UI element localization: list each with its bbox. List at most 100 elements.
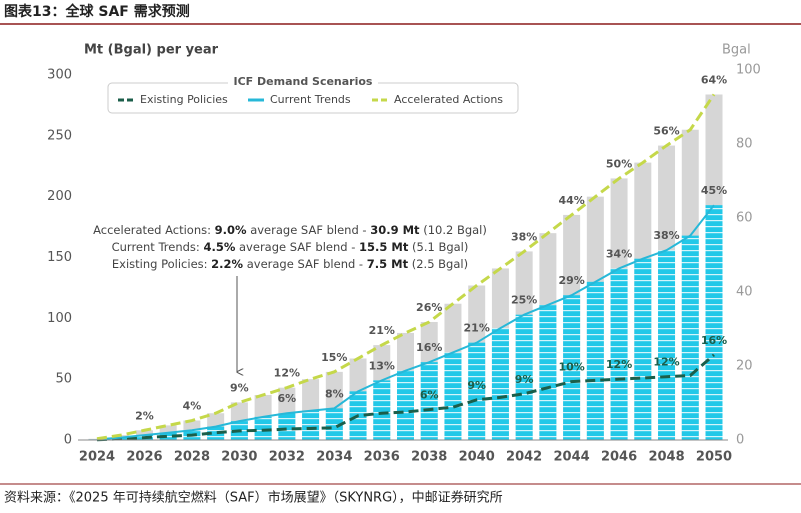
page-title: 图表13：全球 SAF 需求预测	[4, 3, 190, 20]
share-label: 64%	[701, 73, 727, 86]
y-tick-label: 150	[47, 250, 72, 265]
annotation-part: Current Trends:	[112, 240, 204, 254]
y2-tick-label: 0	[736, 433, 744, 448]
x-tick-label: 2046	[601, 450, 637, 465]
annotation: Accelerated Actions: 9.0% average SAF bl…	[93, 223, 487, 271]
legend: Existing Policies Current Trends Accelerat…	[118, 93, 503, 106]
legend-label: Accelerated Actions	[394, 93, 503, 106]
lines: 6% 9% 9% 10% 12% 12% 16% 6% 8% 13% 16% 21% 25% 29% 34%…	[96, 73, 727, 442]
annotation-line: Current Trends: 4.5% average SAF blend -…	[112, 240, 469, 254]
y-axis-title: Mt (Bgal) per year	[84, 43, 219, 58]
annotation-part: 7.5 Mt	[367, 257, 409, 271]
share-label: 6%	[420, 389, 439, 402]
annotation-part: (5.1 Bgal)	[408, 240, 468, 254]
x-tick-label: 2034	[316, 450, 352, 465]
share-label: 26%	[416, 301, 442, 314]
share-label: 16%	[701, 334, 727, 347]
bar	[681, 235, 699, 440]
x-tick-label: 2050	[696, 450, 732, 465]
y-tick-label: 50	[55, 372, 72, 387]
share-label: 25%	[511, 294, 537, 307]
y2-tick-label: 60	[736, 211, 753, 226]
annotation-part: 4.5%	[203, 240, 235, 254]
bar	[610, 268, 628, 440]
share-label: 13%	[369, 359, 395, 372]
x-tick-label: 2026	[126, 450, 162, 465]
annotation-part: (2.5 Bgal)	[408, 257, 468, 271]
series-line	[96, 204, 715, 441]
share-label: 38%	[653, 229, 679, 242]
source-note: 资料来源：《2025 年可持续航空燃料（SAF）市场展望》（SKYNRG），中邮…	[4, 490, 503, 506]
bar	[397, 370, 414, 440]
y-tick-label: 300	[47, 68, 72, 83]
share-label: 12%	[653, 356, 679, 369]
y2-tick-label: 80	[736, 137, 753, 152]
bar	[159, 432, 177, 440]
x-tick-label: 2042	[506, 450, 542, 465]
y-tick-label: 200	[47, 189, 72, 204]
share-label: 21%	[464, 322, 490, 335]
share-label: 56%	[653, 125, 679, 138]
annotation-part: Accelerated Actions:	[93, 223, 215, 237]
annotation-part: average SAF blend -	[247, 223, 371, 237]
x-tick-label: 2032	[269, 450, 305, 465]
x-tick-label: 2044	[554, 450, 590, 465]
x-tick-label: 2036	[364, 450, 400, 465]
share-label: 2%	[135, 409, 154, 422]
share-label: 8%	[325, 387, 344, 400]
bar	[420, 362, 438, 440]
annotation-part: (10.2 Bgal)	[420, 223, 487, 237]
share-label: 44%	[558, 194, 584, 207]
legend-title-bg	[228, 75, 378, 89]
annotation-line: Existing Policies: 2.2% average SAF blen…	[112, 257, 468, 271]
annotation-part: 9.0%	[215, 223, 247, 237]
bar	[373, 380, 391, 440]
share-label: 38%	[511, 230, 537, 243]
share-label: 9%	[515, 373, 534, 386]
share-label: 45%	[701, 184, 727, 197]
share-label: 12%	[274, 367, 300, 380]
bar	[563, 295, 581, 440]
bar	[254, 416, 272, 440]
y-tick-label: 0	[64, 433, 72, 448]
legend-label: Current Trends	[270, 93, 351, 106]
bar	[658, 250, 676, 440]
y2-tick-label: 100	[736, 63, 761, 78]
share-label: 12%	[606, 358, 632, 371]
bar	[207, 426, 225, 440]
annotation-part: 30.9 Mt	[370, 223, 420, 237]
share-label: 9%	[467, 379, 486, 392]
x-tick-label: 2048	[648, 450, 684, 465]
y-tick-label: 100	[47, 311, 72, 326]
bar	[586, 281, 604, 440]
legend-title: ICF Demand Scenarios	[234, 75, 373, 88]
x-tick-label: 2040	[459, 450, 495, 465]
x-tick-label: 2030	[221, 450, 257, 465]
share-label: 21%	[369, 324, 395, 337]
x-tick-label: 2024	[79, 450, 115, 465]
y2-axis-title: Bgal	[722, 43, 751, 58]
bar	[634, 258, 652, 440]
bars	[88, 94, 723, 441]
share-label: 6%	[278, 392, 297, 405]
bar	[705, 205, 723, 440]
y-tick-label: 250	[47, 128, 72, 143]
bar	[515, 314, 533, 440]
annotation-part: 15.5 Mt	[359, 240, 409, 254]
y2-tick-label: 40	[736, 285, 753, 300]
share-label: 34%	[606, 247, 632, 260]
bar	[302, 410, 320, 440]
annotation-part: 2.2%	[211, 257, 243, 271]
annotation-line: Accelerated Actions: 9.0% average SAF bl…	[93, 223, 487, 237]
share-label: 29%	[558, 274, 584, 287]
share-label: 10%	[558, 361, 584, 374]
legend-label: Existing Policies	[140, 93, 228, 106]
share-label: 50%	[606, 157, 632, 170]
annotation-part: Existing Policies:	[112, 257, 211, 271]
bar	[491, 328, 509, 440]
y2-tick-label: 20	[736, 359, 753, 374]
share-label: 4%	[183, 400, 202, 413]
share-label: 15%	[321, 351, 347, 364]
x-tick-label: 2028	[174, 450, 210, 465]
